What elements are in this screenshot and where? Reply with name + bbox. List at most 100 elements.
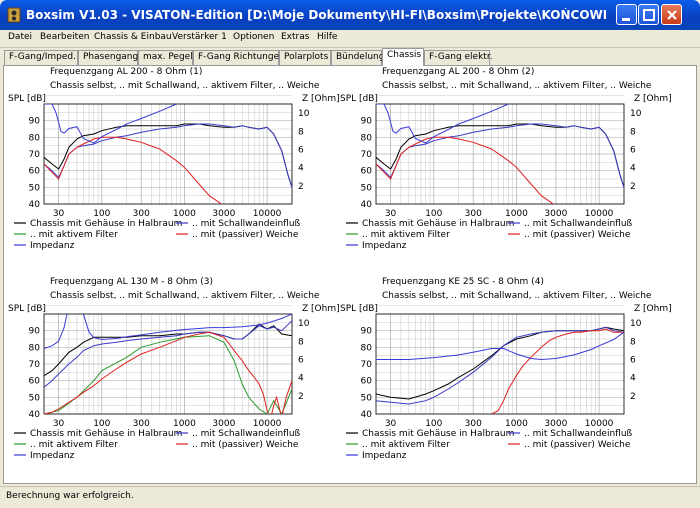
plot-frame	[375, 313, 625, 415]
y-tick-label: 40	[29, 410, 41, 420]
x-tick-label: 300	[133, 209, 150, 219]
y-tick-label: 60	[361, 377, 373, 387]
y-axis-label: SPL [dB]	[340, 304, 378, 314]
x-tick-label: 10000	[253, 209, 282, 219]
close-button[interactable]	[661, 4, 682, 25]
z-tick-label: 8	[630, 127, 636, 137]
legend-label: Impedanz	[362, 451, 407, 461]
tab-phasengang[interactable]: Phasengang	[78, 50, 138, 65]
legend-label: .. mit aktivem Filter	[30, 230, 118, 240]
z-tick-label: 8	[298, 337, 304, 347]
legend-label: Chassis mit Gehäuse in Halbraum	[30, 219, 182, 229]
tab-polarplots[interactable]: Polarplots	[279, 50, 331, 65]
menu-hilfe[interactable]: Hilfe	[317, 32, 338, 42]
chart-subtitle: Chassis selbst, .. mit Schallwand, .. ak…	[50, 81, 320, 91]
x-tick-label: 3000	[544, 419, 567, 429]
menu-datei[interactable]: Datei	[8, 32, 33, 42]
series-passiv	[376, 136, 555, 204]
y-tick-label: 50	[29, 393, 41, 403]
legend: Chassis mit Gehäuse in Halbraum .. mit Sc…	[14, 429, 301, 461]
x-tick-label: 300	[465, 419, 482, 429]
legend-label: .. mit aktivem Filter	[362, 440, 450, 450]
series-impedanz	[376, 104, 510, 144]
charts-area: Frequenzgang AL 200 - 8 Ohm (1) Chassis s…	[8, 67, 672, 461]
y-tick-label: 70	[361, 150, 373, 160]
z-tick-label: 10	[298, 319, 310, 329]
z-tick-label: 4	[298, 374, 304, 384]
tab-strip: F-Gang/Imped. Phasengang max. Pegel F-Ga…	[0, 48, 700, 66]
y-tick-label: 70	[29, 150, 41, 160]
x-tick-label: 3000	[544, 209, 567, 219]
tab-buendelung[interactable]: Bündelung	[331, 50, 384, 65]
z-tick-label: 2	[298, 392, 304, 402]
series-halbraum	[44, 323, 292, 377]
x-tick-label: 100	[425, 419, 442, 429]
minimize-button[interactable]	[616, 4, 637, 25]
x-tick-label: 300	[133, 419, 150, 429]
tab-fgang-richtungen[interactable]: F-Gang Richtungen	[193, 50, 285, 65]
legend-label: .. mit (passiver) Weiche	[192, 440, 299, 450]
tab-max-pegel[interactable]: max. Pegel	[138, 50, 193, 65]
legend-label: .. mit (passiver) Weiche	[524, 440, 631, 450]
z-tick-label: 6	[630, 355, 636, 365]
series-impedanz	[44, 314, 292, 349]
y-tick-label: 80	[29, 133, 41, 143]
tab-fgang-elektr[interactable]: F-Gang elektr.	[424, 50, 493, 65]
series-aktiv	[44, 335, 292, 414]
z-tick-label: 10	[630, 319, 642, 329]
chart-subtitle: Chassis selbst, .. mit Schallwand, .. ak…	[50, 291, 320, 301]
menu-chassis-einbau[interactable]: Chassis & Einbau	[94, 32, 172, 42]
series-halbraum	[376, 326, 624, 400]
status-text: Berechnung war erfolgreich.	[6, 491, 134, 501]
x-tick-label: 3000	[212, 209, 235, 219]
chart-title: Frequenzgang AL 130 M - 8 Ohm (3)	[50, 277, 213, 287]
menu-bar: Datei Bearbeiten Chassis & Einbau Verstä…	[0, 30, 700, 48]
legend-label: Chassis mit Gehäuse in Halbraum	[30, 429, 182, 439]
chart-4: Frequenzgang KE 25 SC - 8 Ohm (4) Chassis…	[340, 277, 672, 461]
x-tick-label: 1000	[505, 209, 528, 219]
y-tick-label: 50	[29, 183, 41, 193]
legend: Chassis mit Gehäuse in Halbraum .. mit Sc…	[14, 219, 301, 251]
z-tick-label: 6	[298, 145, 304, 155]
x-tick-label: 30	[385, 209, 397, 219]
z-tick-label: 10	[630, 109, 642, 119]
z-tick-label: 10	[298, 109, 310, 119]
chart-2: Frequenzgang AL 200 - 8 Ohm (2) Chassis s…	[340, 67, 672, 251]
z-tick-label: 8	[630, 337, 636, 347]
series-schallwand	[44, 320, 292, 388]
chart-title: Frequenzgang AL 200 - 8 Ohm (2)	[382, 67, 534, 77]
tab-fgang-imped[interactable]: F-Gang/Imped.	[4, 50, 78, 65]
legend-label: .. mit Schallwandeinfluß	[192, 429, 301, 439]
z-tick-label: 4	[630, 374, 636, 384]
x-tick-label: 10000	[253, 419, 282, 429]
legend: Chassis mit Gehäuse in Halbraum .. mit Sc…	[346, 429, 633, 461]
chart-subtitle: Chassis selbst, .. mit Schallwand, .. ak…	[382, 291, 652, 301]
legend-label: Chassis mit Gehäuse in Halbraum	[362, 429, 514, 439]
grid	[43, 305, 293, 415]
series-impedanz	[44, 104, 178, 144]
legend-label: .. mit aktivem Filter	[30, 440, 118, 450]
tab-chassis[interactable]: Chassis	[382, 48, 424, 66]
maximize-button[interactable]	[638, 4, 659, 25]
menu-bearbeiten[interactable]: Bearbeiten	[40, 32, 90, 42]
x-tick-label: 1000	[173, 209, 196, 219]
y-tick-label: 50	[361, 393, 373, 403]
y-axis-label: SPL [dB]	[8, 304, 46, 314]
plot-frame	[43, 103, 293, 205]
y-tick-label: 60	[29, 167, 41, 177]
menu-optionen[interactable]: Optionen	[233, 32, 275, 42]
legend: Chassis mit Gehäuse in Halbraum .. mit Sc…	[346, 219, 633, 251]
y-tick-label: 90	[361, 117, 373, 127]
series-impedanz	[376, 331, 624, 361]
y-tick-label: 70	[29, 360, 41, 370]
legend-label: .. mit Schallwandeinfluß	[524, 429, 633, 439]
legend-label: Impedanz	[362, 241, 407, 251]
z-tick-label: 6	[298, 355, 304, 365]
y-tick-label: 50	[361, 183, 373, 193]
menu-extras[interactable]: Extras	[281, 32, 310, 42]
plot-frame	[43, 313, 293, 415]
app-icon	[7, 7, 21, 23]
series-group	[44, 314, 292, 414]
grid	[375, 95, 625, 205]
menu-verstaerker[interactable]: Verstärker 1	[172, 32, 227, 42]
